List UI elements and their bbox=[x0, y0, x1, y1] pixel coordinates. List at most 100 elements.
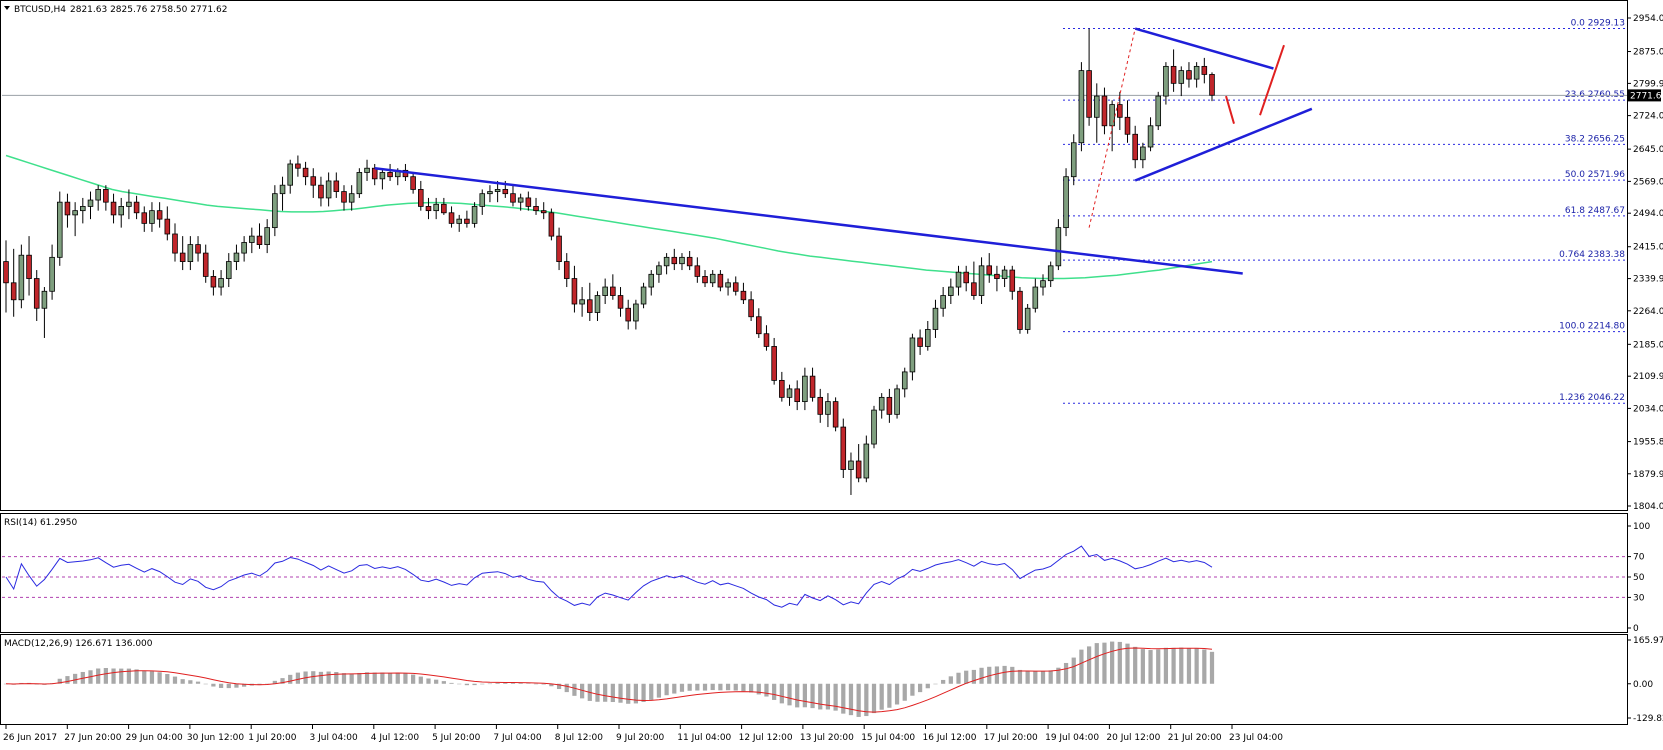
x-tick-label: 13 Jul 20:00 bbox=[800, 733, 854, 743]
candle bbox=[1109, 100, 1115, 152]
candle bbox=[971, 261, 977, 300]
candle-body-bear bbox=[333, 180, 340, 192]
candle bbox=[133, 195, 140, 220]
candle bbox=[625, 299, 631, 330]
candle-body-bull bbox=[1093, 95, 1100, 118]
macd-histogram-bar bbox=[464, 683, 470, 686]
price-tick-label: 2494.00 bbox=[1633, 209, 1663, 219]
candle-body-bear bbox=[1186, 70, 1192, 80]
macd-histogram-bar bbox=[948, 676, 953, 684]
candle bbox=[1017, 287, 1023, 334]
candle-body-bull bbox=[1140, 146, 1146, 161]
macd-histogram-bar bbox=[1179, 647, 1184, 684]
candle-body-bull bbox=[648, 273, 655, 288]
candle bbox=[717, 270, 724, 292]
candle-body-bear bbox=[886, 396, 893, 415]
price-tick-label: 2569.00 bbox=[1633, 177, 1663, 187]
candle-body-bear bbox=[1132, 133, 1138, 161]
candle-body-bear bbox=[1086, 70, 1092, 118]
candle-body-bear bbox=[717, 273, 724, 288]
macd-histogram-bar bbox=[203, 683, 208, 685]
fib-level-label: 0.764 2383.38 bbox=[1559, 250, 1625, 260]
macd-histogram-bar bbox=[626, 683, 631, 704]
candle-body-bear bbox=[310, 176, 317, 186]
macd-histogram-bar bbox=[280, 678, 285, 684]
candle bbox=[341, 185, 347, 211]
price-tick-label: 2954.00 bbox=[1633, 14, 1663, 24]
candle bbox=[103, 185, 109, 211]
candle-body-bear bbox=[563, 261, 570, 279]
macd-histogram-bar bbox=[679, 683, 685, 692]
macd-histogram-bar bbox=[533, 683, 539, 685]
candle bbox=[748, 291, 754, 321]
candle bbox=[556, 227, 562, 271]
candle bbox=[1001, 265, 1008, 288]
candle-body-bear bbox=[425, 206, 432, 212]
trendline bbox=[1134, 107, 1313, 182]
macd-tick-label: -129.822 bbox=[1633, 714, 1663, 724]
macd-histogram-bar bbox=[341, 673, 347, 684]
candle-body-bull bbox=[379, 172, 386, 180]
candle-body-bear bbox=[610, 286, 616, 296]
candle bbox=[925, 320, 931, 351]
candle-body-bull bbox=[901, 371, 908, 390]
candle-body-bear bbox=[1170, 65, 1177, 84]
candle bbox=[517, 193, 524, 211]
candle-body-bear bbox=[1117, 104, 1123, 118]
macd-histogram-bar bbox=[695, 683, 700, 691]
candle-body-bear bbox=[686, 256, 693, 267]
candle bbox=[249, 227, 255, 254]
macd-histogram-bar bbox=[1140, 649, 1145, 684]
x-tick-label: 3 Jul 04:00 bbox=[310, 733, 359, 743]
macd-histogram-bar bbox=[1010, 666, 1015, 684]
macd-histogram-bar bbox=[1110, 641, 1115, 684]
x-tick-label: 27 Jun 20:00 bbox=[64, 733, 121, 743]
candle bbox=[633, 299, 639, 330]
x-tick-label: 7 Jul 04:00 bbox=[493, 733, 542, 743]
macd-histogram-bar bbox=[1156, 649, 1161, 684]
price-tick-label: 1955.80 bbox=[1633, 438, 1663, 448]
candle-body-bull bbox=[41, 290, 48, 309]
candle-body-bear bbox=[164, 218, 171, 235]
macd-histogram-bar bbox=[649, 683, 654, 700]
candle bbox=[909, 333, 916, 381]
candle-body-bear bbox=[917, 337, 923, 347]
macd-plot bbox=[3, 641, 1215, 717]
trendline bbox=[374, 166, 1243, 275]
candle bbox=[932, 299, 939, 338]
macd-histogram-bar bbox=[733, 683, 738, 691]
candle bbox=[379, 168, 386, 190]
candle bbox=[901, 367, 908, 398]
candle-body-bear bbox=[525, 197, 532, 207]
macd-histogram-bar bbox=[1040, 671, 1046, 684]
candle-body-bull bbox=[279, 184, 286, 195]
candle-body-bull bbox=[1070, 142, 1077, 178]
macd-histogram-bar bbox=[1094, 643, 1099, 684]
price-tick-label: 2799.90 bbox=[1633, 79, 1663, 89]
macd-histogram-bar bbox=[917, 683, 923, 693]
macd-histogram-bar bbox=[549, 683, 554, 687]
candle bbox=[817, 388, 824, 423]
candle bbox=[95, 185, 101, 211]
candle bbox=[1009, 265, 1016, 300]
x-tick-label: 4 Jul 12:00 bbox=[371, 733, 420, 743]
candle-body-bear bbox=[133, 201, 140, 214]
macd-histogram-bar bbox=[1033, 671, 1038, 684]
candle-body-bull bbox=[218, 278, 224, 288]
candle-body-bull bbox=[249, 235, 255, 243]
price-tick-label: 1879.90 bbox=[1633, 470, 1663, 480]
candle-body-bear bbox=[464, 218, 470, 224]
candle bbox=[487, 185, 493, 203]
price-tick-label: 2415.00 bbox=[1633, 243, 1663, 253]
macd-histogram-bar bbox=[994, 666, 1000, 684]
candle bbox=[663, 253, 670, 275]
candle-body-bear bbox=[341, 191, 347, 203]
candle-body-bear bbox=[448, 212, 455, 224]
price-tick-label: 1804.00 bbox=[1633, 502, 1663, 512]
macd-histogram-bar bbox=[1125, 643, 1130, 684]
macd-tick-label: 0.00 bbox=[1633, 680, 1653, 690]
macd-histogram-bar bbox=[741, 683, 746, 692]
macd-histogram-bar bbox=[96, 668, 101, 684]
macd-histogram-bar bbox=[856, 683, 861, 717]
